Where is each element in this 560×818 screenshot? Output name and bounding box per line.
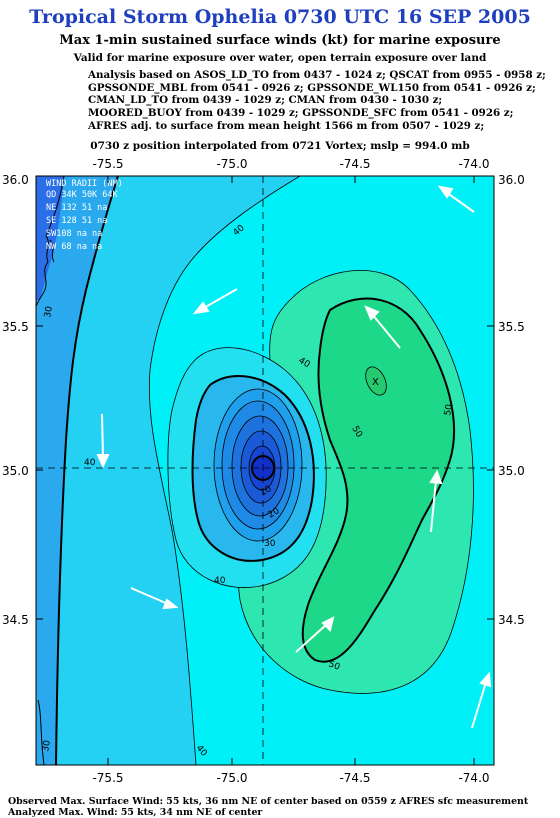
- lat-tick-label: 35.0: [498, 464, 525, 478]
- wind-arrow-head: [96, 454, 110, 469]
- wind-radii-table: WIND RADII (NM) QD 34K 50K 64K NE 132 51…: [46, 179, 123, 252]
- wind-arrow: [471, 681, 487, 729]
- lon-tick-label: -75.0: [216, 771, 247, 785]
- wind-max-region: [365, 366, 387, 396]
- lat-tick-label: 35.0: [2, 464, 29, 478]
- lon-tick-label: -74.0: [458, 771, 489, 785]
- lon-tick-label: -74.5: [339, 771, 370, 785]
- wind-arrow-head: [437, 185, 454, 199]
- plot-area: 30 40 40 40 50 50 50 40 30 20 10 30 40 3…: [36, 176, 494, 765]
- contour-30: [55, 176, 119, 765]
- validity-note: Valid for marine exposure over water, op…: [73, 52, 487, 64]
- coastal-region: [36, 176, 118, 765]
- analysis-sources: Analysis based on ASOS_LD_TO from 0437 -…: [88, 69, 546, 133]
- wind-arrow: [201, 288, 238, 310]
- wind-arrow-head: [479, 671, 492, 688]
- wind-arrow-head: [429, 469, 443, 485]
- wind-radii-row: SW108 na na: [46, 229, 102, 239]
- wind-arrow: [101, 413, 104, 459]
- wind-arrow-head: [364, 305, 380, 321]
- wind-band-green-inner: [301, 297, 456, 663]
- wind-arrow: [430, 479, 437, 533]
- wind-arrow: [130, 587, 169, 605]
- analysis-line: Analysis based on ASOS_LD_TO from 0437 -…: [88, 69, 546, 81]
- analyzed-max-wind: Analyzed Max. Wind: 55 kts, 34 nm NE of …: [8, 807, 263, 818]
- tick-marks: [36, 176, 494, 765]
- lat-tick-label: 35.5: [2, 320, 29, 334]
- position-note: 0730 z position interpolated from 0721 V…: [90, 140, 470, 152]
- contour-label: 30: [264, 539, 276, 549]
- coastline: [49, 239, 55, 263]
- wind-radii-row: SE 128 51 na: [46, 216, 107, 226]
- wind-arrows: [96, 185, 492, 729]
- wind-arrow-head: [192, 301, 210, 315]
- lon-tick-label: -75.5: [92, 771, 123, 785]
- lon-tick-label: -74.0: [458, 157, 489, 171]
- observed-max-wind: Observed Max. Surface Wind: 55 kts, 36 n…: [8, 796, 529, 807]
- lat-tick-label: 36.0: [498, 173, 525, 187]
- wind-radii-title: WIND RADII (NM): [46, 179, 123, 189]
- map-footer: Observed Max. Surface Wind: 55 kts, 36 n…: [8, 796, 556, 818]
- lat-tick-label: 34.5: [2, 613, 29, 627]
- wind-max-marker: X: [372, 377, 379, 388]
- wind-arrow-head: [162, 598, 179, 610]
- lat-tick-label: 34.5: [498, 613, 525, 627]
- lat-tick-label: 36.0: [2, 173, 29, 187]
- lon-tick-label: -75.0: [216, 157, 247, 171]
- map-subtitle: Max 1-min sustained surface winds (kt) f…: [59, 33, 501, 48]
- contour-label: 30: [41, 739, 53, 752]
- analysis-line: AFRES adj. to surface from mean height 1…: [88, 119, 485, 132]
- wind-analysis-map: -75.5 -75.0 -74.5 -74.0: [2, 157, 525, 785]
- wind-radii-header: QD 34K 50K 64K: [46, 190, 119, 200]
- coastline: [37, 699, 45, 765]
- contour-label: 50: [327, 659, 341, 672]
- wind-arrow: [371, 313, 401, 349]
- wind-arrow: [445, 191, 475, 213]
- wind-arrow: [295, 623, 328, 653]
- contour-label: 30: [43, 305, 55, 318]
- contour-40: [148, 176, 301, 765]
- analysis-line: CMAN_LD_TO from 0439 - 1029 z; CMAN from…: [88, 94, 443, 107]
- contour-label: 40: [214, 576, 226, 586]
- analysis-line: GPSSONDE_MBL from 0541 - 0926 z; GPSSOND…: [88, 81, 536, 94]
- coastline: [36, 176, 65, 307]
- contour-label: 40: [84, 458, 96, 468]
- lat-tick-label: 35.5: [498, 320, 525, 334]
- lon-tick-label: -74.5: [339, 157, 370, 171]
- wind-radii-row: NW 68 na na: [46, 242, 102, 252]
- wind-radii-row: NE 132 51 na: [46, 203, 107, 213]
- wind-arrow-head: [321, 616, 335, 632]
- map-title: Tropical Storm Ophelia 0730 UTC 16 SEP 2…: [29, 6, 531, 28]
- wind-band-light: [36, 176, 300, 765]
- lon-tick-label: -75.5: [92, 157, 123, 171]
- analysis-line: MOORED_BUOY from 0439 - 1029 z; GPSSONDE…: [88, 107, 514, 120]
- contour-label: 50: [443, 403, 455, 416]
